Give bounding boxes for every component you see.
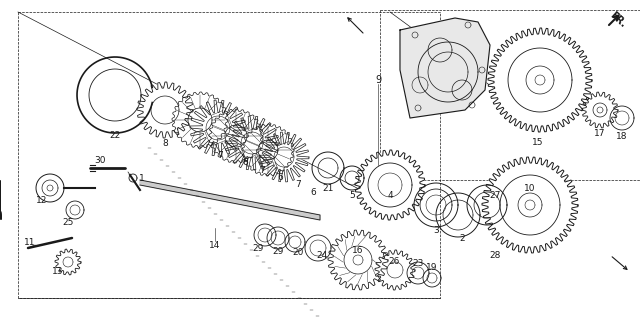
Text: 22: 22 — [109, 131, 120, 140]
Polygon shape — [355, 150, 425, 220]
Text: 26: 26 — [388, 258, 400, 267]
Text: 5: 5 — [349, 190, 355, 199]
Text: 18: 18 — [616, 132, 628, 140]
Polygon shape — [225, 116, 279, 170]
Polygon shape — [140, 180, 320, 220]
Text: 6: 6 — [277, 172, 283, 181]
Polygon shape — [482, 157, 578, 253]
Text: 25: 25 — [62, 218, 74, 227]
Polygon shape — [488, 28, 592, 132]
Polygon shape — [209, 109, 263, 163]
Text: 29: 29 — [252, 244, 264, 252]
Polygon shape — [172, 92, 228, 148]
Text: 27: 27 — [490, 190, 500, 199]
Polygon shape — [137, 82, 193, 138]
Text: 16: 16 — [352, 245, 364, 254]
Text: FR.: FR. — [608, 10, 628, 30]
Text: 10: 10 — [524, 183, 536, 193]
Text: 30: 30 — [94, 156, 106, 164]
Polygon shape — [190, 100, 246, 156]
Text: 24: 24 — [316, 251, 328, 260]
Polygon shape — [375, 250, 415, 290]
Text: 1: 1 — [139, 173, 145, 182]
Text: 23: 23 — [412, 260, 424, 268]
Text: 2: 2 — [459, 234, 465, 243]
Text: 17: 17 — [595, 129, 605, 138]
Text: 7: 7 — [217, 150, 223, 159]
Text: 21: 21 — [323, 183, 333, 193]
Polygon shape — [400, 18, 490, 118]
Polygon shape — [259, 132, 309, 182]
Text: 20: 20 — [292, 247, 304, 257]
Text: 9: 9 — [375, 75, 381, 85]
Text: 8: 8 — [162, 139, 168, 148]
Polygon shape — [328, 230, 388, 290]
Text: 29: 29 — [272, 246, 284, 255]
Text: 7: 7 — [259, 165, 265, 174]
Polygon shape — [582, 92, 618, 128]
Text: 12: 12 — [36, 196, 48, 204]
Polygon shape — [55, 249, 81, 275]
Text: 11: 11 — [24, 237, 36, 246]
Text: 6: 6 — [242, 157, 248, 166]
Text: 14: 14 — [209, 241, 221, 250]
Text: 7: 7 — [295, 180, 301, 188]
Text: 15: 15 — [532, 138, 544, 147]
Text: 6: 6 — [310, 188, 316, 196]
Text: 4: 4 — [387, 190, 393, 199]
Text: 13: 13 — [52, 268, 64, 276]
Text: 28: 28 — [490, 251, 500, 260]
Text: 3: 3 — [433, 226, 439, 235]
Polygon shape — [242, 124, 294, 176]
Text: 19: 19 — [426, 263, 438, 273]
